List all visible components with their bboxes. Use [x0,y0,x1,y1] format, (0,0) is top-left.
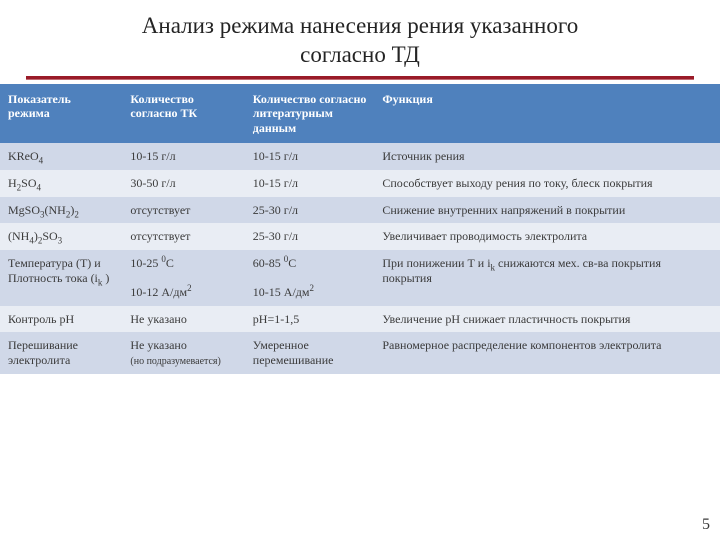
table-row: Контроль pH Не указано pH=1-1,5 Увеличен… [0,306,720,333]
cell: 25-30 г/л [245,197,375,224]
cell: Перешивание электролита [0,332,122,374]
cell: 60-85 0C 10-15 А/дм2 [245,250,375,306]
cell: Контроль pH [0,306,122,333]
cell: Умеренное перемешивание [245,332,375,374]
cell: 10-15 г/л [122,143,244,170]
table-row: Перешивание электролита Не указано (но п… [0,332,720,374]
page-number: 5 [702,516,710,534]
cell-formula: (NH4)2SO3 [0,223,122,250]
slide-title: Анализ режима нанесения рения указанного… [0,0,720,76]
table-row: (NH4)2SO3 отсутствует 25-30 г/л Увеличив… [0,223,720,250]
cell: Не указано [122,306,244,333]
cell: Увеличение pH снижает пластичность покры… [374,306,720,333]
cell: Равномерное распределение компонентов эл… [374,332,720,374]
cell: 10-15 г/л [245,143,375,170]
col-header-0: Показатель режима [0,84,122,144]
cell: Увеличивает проводимость электролита [374,223,720,250]
cell: При понижении Т и ik снижаются мех. св-в… [374,250,720,306]
col-header-3: Функция [374,84,720,144]
table-row: KReO4 10-15 г/л 10-15 г/л Источник рения [0,143,720,170]
cell: 25-30 г/л [245,223,375,250]
cell: Не указано (но подразумевается) [122,332,244,374]
cell: pH=1-1,5 [245,306,375,333]
table-row: MgSO3(NH2)2 отсутствует 25-30 г/л Снижен… [0,197,720,224]
cell: Источник рения [374,143,720,170]
cell-formula: MgSO3(NH2)2 [0,197,122,224]
data-table: Показатель режима Количество согласно ТК… [0,84,720,375]
cell-formula: KReO4 [0,143,122,170]
cell: Снижение внутренних напряжений в покрыти… [374,197,720,224]
cell: 10-15 г/л [245,170,375,197]
cell-formula: H2SO4 [0,170,122,197]
cell: 10-25 0C 10-12 А/дм2 [122,250,244,306]
cell: Температура (Т) и Плотность тока (ik ) [0,250,122,306]
title-line2: согласно ТД [300,42,420,67]
cell: отсутствует [122,197,244,224]
cell: Способствует выходу рения по току, блеск… [374,170,720,197]
table-row: H2SO4 30-50 г/л 10-15 г/л Способствует в… [0,170,720,197]
title-line1: Анализ режима нанесения рения указанного [142,13,578,38]
col-header-1: Количество согласно ТК [122,84,244,144]
table-row: Температура (Т) и Плотность тока (ik ) 1… [0,250,720,306]
col-header-2: Количество согласно литературным данным [245,84,375,144]
table-header-row: Показатель режима Количество согласно ТК… [0,84,720,144]
title-underline [26,76,694,80]
cell: отсутствует [122,223,244,250]
cell: 30-50 г/л [122,170,244,197]
